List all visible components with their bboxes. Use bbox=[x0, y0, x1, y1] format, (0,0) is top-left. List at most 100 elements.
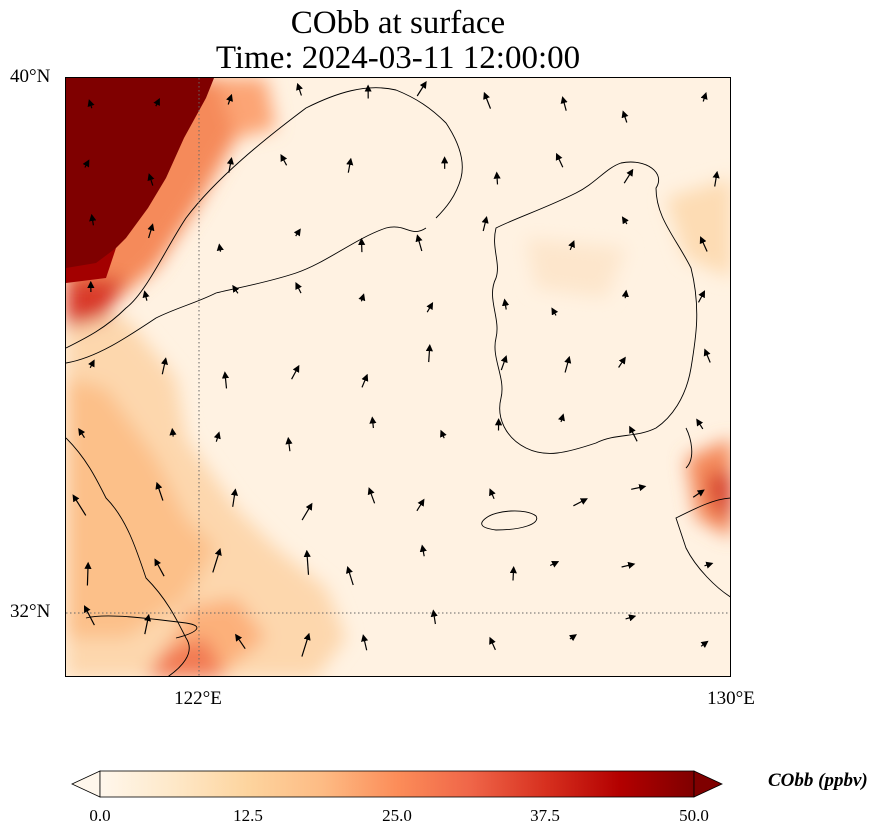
wind-arrow bbox=[169, 427, 177, 437]
colorbar bbox=[71, 770, 723, 798]
coast-east-china bbox=[66, 437, 190, 676]
lat-label-40n: 40°N bbox=[10, 66, 51, 87]
wind-arrow bbox=[280, 153, 288, 166]
colorbar-tick-1: 12.5 bbox=[233, 806, 263, 825]
wind-arrow bbox=[493, 171, 501, 185]
wind-arrow bbox=[621, 289, 629, 299]
wind-arrow bbox=[426, 302, 434, 313]
wind-arrow bbox=[295, 281, 302, 294]
coast-korea bbox=[492, 161, 698, 454]
wind-arrow bbox=[153, 97, 160, 107]
wind-arrow bbox=[367, 487, 376, 504]
wind-arrow bbox=[230, 488, 239, 507]
lon-label-130e: 130°E bbox=[707, 688, 755, 709]
wind-arrow bbox=[621, 110, 629, 123]
coast-tsushima bbox=[685, 427, 693, 469]
wind-arrow bbox=[89, 213, 97, 226]
wind-arrow bbox=[291, 364, 300, 380]
wind-arrow bbox=[631, 484, 647, 492]
wind-arrow bbox=[560, 96, 568, 111]
wind-arrow bbox=[293, 228, 301, 237]
wind-arrow bbox=[301, 502, 313, 521]
wind-arrow bbox=[621, 216, 629, 225]
coast-yangtze bbox=[85, 615, 198, 639]
wind-arrow bbox=[361, 373, 369, 388]
wind-arrow bbox=[147, 223, 155, 239]
wind-arrow bbox=[232, 284, 240, 294]
wind-arrow bbox=[549, 561, 560, 568]
wind-arrow bbox=[623, 168, 634, 184]
wind-arrow bbox=[483, 91, 492, 109]
wind-arrow bbox=[500, 355, 508, 371]
wind-arrow bbox=[226, 157, 234, 173]
wind-arrow bbox=[301, 632, 311, 657]
wind-arrow bbox=[625, 614, 637, 622]
wind-arrow bbox=[213, 431, 221, 442]
wind-arrow bbox=[712, 170, 720, 187]
wind-arrow bbox=[558, 413, 565, 423]
wind-arrow bbox=[72, 494, 87, 516]
wind-arrow bbox=[621, 561, 636, 569]
wind-arrow bbox=[696, 418, 704, 430]
coast-jeju bbox=[481, 510, 538, 531]
wind-arrow bbox=[703, 348, 711, 363]
wind-arrow bbox=[509, 566, 517, 581]
wind-arrow bbox=[489, 488, 496, 500]
colorbar-extend-max bbox=[693, 770, 723, 798]
wind-arrow bbox=[155, 481, 164, 501]
colorbar-label: CObb (ppbv) bbox=[768, 770, 868, 791]
wind-arrow bbox=[699, 236, 708, 252]
wind-arrow bbox=[212, 548, 222, 573]
high-concentration-plume-edge bbox=[66, 248, 116, 283]
wind-arrow bbox=[419, 544, 427, 557]
wind-arrow bbox=[700, 92, 708, 102]
map-canvas bbox=[66, 78, 730, 676]
wind-arrow bbox=[568, 240, 575, 251]
wind-vectors bbox=[72, 80, 720, 657]
colorbar-tick-4: 50.0 bbox=[679, 806, 709, 825]
wind-arrow bbox=[83, 605, 95, 626]
wind-arrow bbox=[369, 416, 377, 429]
map-title-line2: Time: 2024-03-11 12:00:00 bbox=[215, 40, 581, 76]
wind-arrow bbox=[87, 99, 95, 109]
wind-arrow bbox=[226, 93, 233, 105]
coastlines bbox=[66, 87, 730, 676]
wind-arrow bbox=[84, 561, 92, 586]
wind-arrow bbox=[361, 634, 369, 651]
wind-arrow bbox=[489, 636, 496, 651]
wind-arrow bbox=[144, 613, 152, 635]
wind-arrow bbox=[700, 640, 709, 648]
wind-arrow bbox=[216, 243, 224, 252]
colorbar-tick-0: 0.0 bbox=[89, 806, 111, 825]
colorbar-tick-2: 25.0 bbox=[382, 806, 412, 825]
wind-arrow bbox=[154, 558, 165, 577]
coast-kyushu bbox=[675, 497, 730, 598]
wind-arrow bbox=[296, 82, 303, 96]
wind-arrow bbox=[692, 489, 705, 498]
colorbar-gradient bbox=[99, 770, 695, 798]
wind-arrow bbox=[221, 371, 230, 389]
wind-arrow bbox=[88, 359, 95, 369]
wind-arrow bbox=[346, 157, 354, 173]
wind-arrow bbox=[78, 427, 86, 439]
wind-arrow bbox=[425, 344, 433, 363]
wind-arrow bbox=[697, 290, 706, 303]
lat-label-32n: 32°N bbox=[10, 601, 51, 622]
wind-arrow bbox=[569, 634, 577, 642]
wind-arrow bbox=[82, 159, 90, 168]
wind-arrow bbox=[704, 561, 714, 569]
wind-arrow bbox=[430, 609, 438, 625]
wind-arrow bbox=[555, 152, 564, 168]
wind-arrow bbox=[618, 356, 626, 368]
wind-arrow bbox=[481, 215, 489, 232]
wind-arrow bbox=[142, 290, 150, 301]
wind-arrow bbox=[303, 549, 311, 575]
colorbar-extend-min bbox=[71, 770, 101, 798]
lon-label-122e: 122°E bbox=[174, 688, 222, 709]
wind-arrow bbox=[564, 355, 572, 373]
map-panel[interactable] bbox=[65, 77, 731, 677]
wind-arrow bbox=[551, 307, 559, 316]
wind-arrow bbox=[160, 357, 168, 375]
wind-arrow bbox=[573, 498, 588, 507]
wind-arrow bbox=[285, 436, 293, 452]
